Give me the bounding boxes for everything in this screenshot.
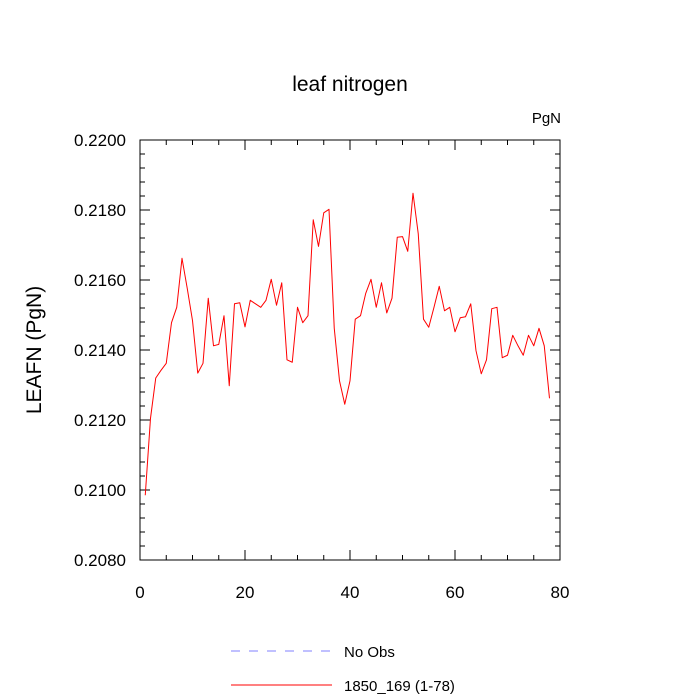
y-axis-label: LEAFN (PgN): [23, 286, 46, 414]
series-line: [144, 192, 550, 496]
legend-label-no-obs: No Obs: [344, 644, 395, 661]
x-tick-labels: 0 20 40 60 80: [135, 583, 569, 602]
x-tick-label: 60: [446, 583, 465, 602]
x-tick-label: 0: [135, 583, 144, 602]
y-tick-label: 0.2120: [74, 411, 126, 430]
y-tick-label: 0.2140: [74, 341, 126, 360]
y-tick-labels: 0.2080 0.2100 0.2120 0.2140 0.2160 0.2180 0.22…: [74, 131, 126, 570]
x-tick-label: 80: [551, 583, 570, 602]
plot-frame: [139, 139, 561, 561]
y-tick-label: 0.2160: [74, 271, 126, 290]
y-tick-label: 0.2080: [74, 551, 126, 570]
y-tick-label: 0.2180: [74, 201, 126, 220]
legend-label-1850-169: 1850_169 (1-78): [344, 678, 455, 695]
series-lines: [144, 192, 550, 496]
legend: No Obs 1850_169 (1-78): [231, 644, 455, 695]
x-tick-label: 20: [236, 583, 255, 602]
units-label: PgN: [532, 110, 561, 127]
y-tick-label: 0.2200: [74, 131, 126, 150]
x-tick-label: 40: [341, 583, 360, 602]
chart-title: leaf nitrogen: [292, 73, 408, 96]
axis-ticks: [139, 139, 561, 561]
y-tick-label: 0.2100: [74, 481, 126, 500]
